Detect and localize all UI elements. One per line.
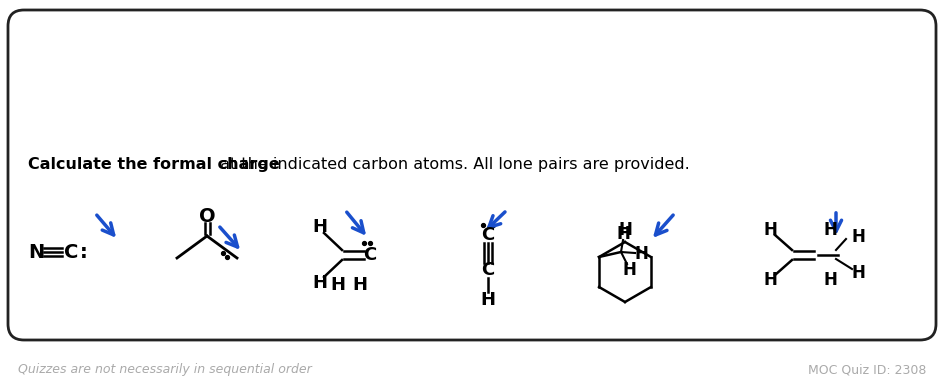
Text: Calculate the formal charge: Calculate the formal charge bbox=[28, 157, 279, 172]
Text: H: H bbox=[312, 274, 328, 292]
Text: N: N bbox=[28, 243, 44, 262]
Text: H: H bbox=[763, 271, 777, 289]
Text: H: H bbox=[823, 271, 837, 289]
Text: H: H bbox=[622, 261, 636, 279]
Text: at the indicated carbon atoms. All lone pairs are provided.: at the indicated carbon atoms. All lone … bbox=[215, 157, 690, 172]
Text: H: H bbox=[480, 291, 496, 309]
Text: H: H bbox=[616, 225, 630, 243]
Text: Quizzes are not necessarily in sequential order: Quizzes are not necessarily in sequentia… bbox=[18, 364, 312, 376]
Text: H: H bbox=[763, 221, 777, 239]
Text: C: C bbox=[64, 243, 78, 262]
Text: H: H bbox=[618, 221, 632, 239]
Text: H: H bbox=[823, 221, 837, 239]
Text: MOC Quiz ID: 2308: MOC Quiz ID: 2308 bbox=[808, 364, 926, 376]
Text: C: C bbox=[363, 246, 377, 264]
Text: :: : bbox=[80, 243, 88, 262]
Text: H: H bbox=[851, 264, 865, 282]
Text: C: C bbox=[481, 261, 495, 279]
Text: H: H bbox=[634, 245, 648, 263]
FancyBboxPatch shape bbox=[8, 10, 936, 340]
Text: H: H bbox=[330, 276, 346, 294]
Text: H: H bbox=[352, 276, 367, 294]
Text: H: H bbox=[312, 218, 328, 236]
Text: O: O bbox=[198, 207, 215, 225]
Text: H: H bbox=[851, 228, 865, 246]
Text: C: C bbox=[481, 226, 495, 244]
